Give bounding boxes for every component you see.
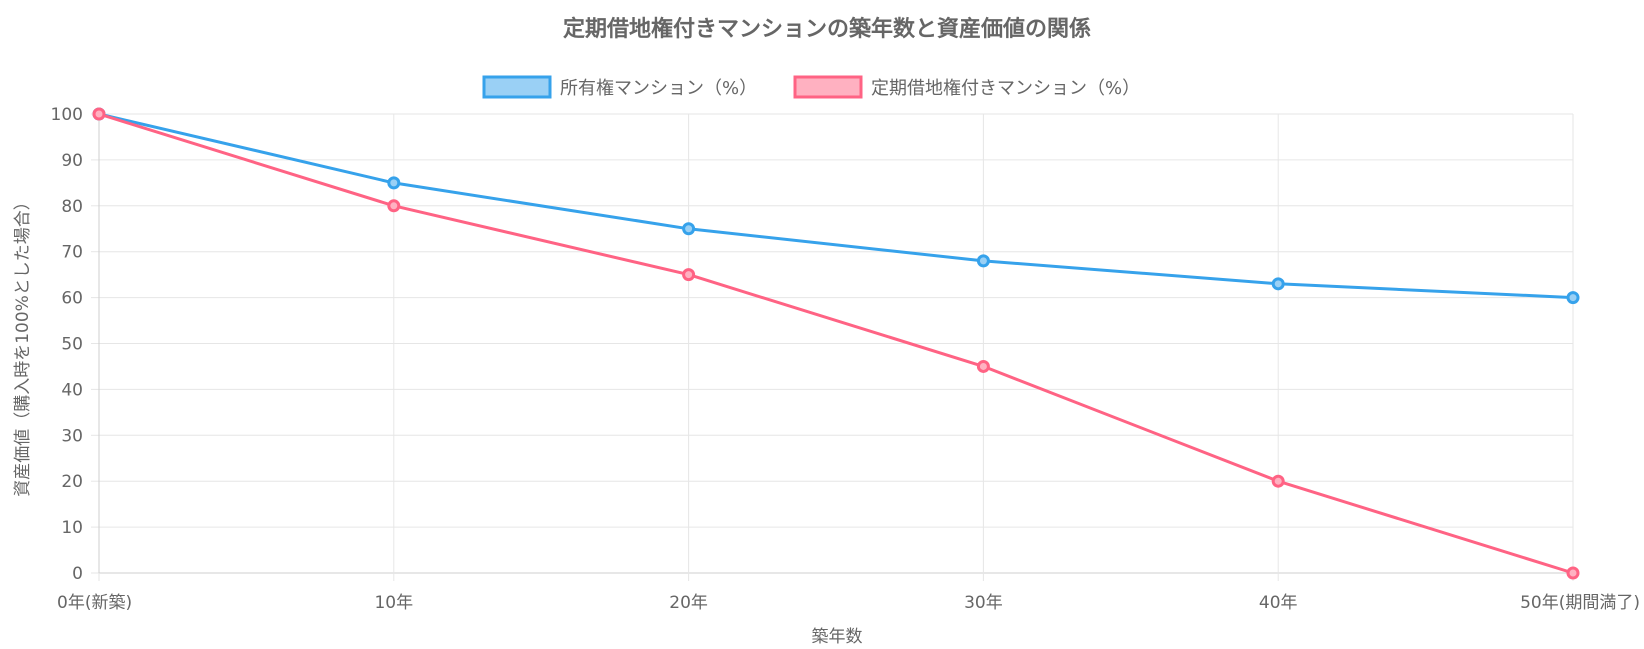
y-tick-label: 20 bbox=[61, 472, 83, 492]
y-tick-label: 10 bbox=[61, 518, 83, 538]
y-tick-label: 50 bbox=[61, 335, 83, 355]
legend-swatch-leasehold[interactable] bbox=[793, 75, 863, 99]
tick-labels: 0 10 20 30 40 50 60 70 80 90 100 0年(新築) 10年 20年 30年 40年… bbox=[51, 105, 1640, 613]
x-tick-label: 0年(新築) bbox=[57, 593, 132, 613]
chart-title: 定期借地権付きマンションの築年数と資産価値の関係 bbox=[563, 16, 1091, 42]
x-tick-label: 40年 bbox=[1259, 593, 1298, 613]
x-tick-label: 20年 bbox=[669, 593, 708, 613]
legend-label-owned[interactable]: 所有権マンション（%） bbox=[560, 78, 757, 99]
y-tick-label: 70 bbox=[61, 243, 83, 263]
y-tick-label: 100 bbox=[51, 105, 83, 125]
grid bbox=[91, 113, 1574, 581]
legend: 所有権マンション（%） 定期借地権付きマンション（%） bbox=[482, 75, 1140, 99]
data-point-series-1[interactable] bbox=[387, 199, 401, 213]
y-tick-label: 80 bbox=[61, 197, 83, 217]
y-tick-label: 30 bbox=[61, 426, 83, 446]
y-tick-label: 40 bbox=[61, 380, 83, 400]
legend-label-leasehold[interactable]: 定期借地権付きマンション（%） bbox=[871, 78, 1140, 99]
y-tick-label: 0 bbox=[72, 564, 83, 584]
legend-swatch-owned[interactable] bbox=[482, 75, 552, 99]
series-line-0 bbox=[97, 112, 1575, 300]
y-tick-label: 90 bbox=[61, 151, 83, 171]
data-point-series-1[interactable] bbox=[1566, 566, 1580, 580]
data-point-series-1[interactable] bbox=[976, 359, 990, 373]
series-line-1 bbox=[97, 112, 1575, 575]
y-tick-label: 60 bbox=[61, 289, 83, 309]
data-point-series-1[interactable] bbox=[682, 268, 696, 282]
data-point-series-0[interactable] bbox=[387, 176, 401, 190]
data-point-series-0[interactable] bbox=[976, 254, 990, 268]
x-tick-label: 50年(期間満了) bbox=[1520, 593, 1640, 613]
y-axis-title: 資産価値（購入時を100%とした場合） bbox=[13, 193, 33, 497]
data-point-series-0[interactable] bbox=[1271, 277, 1285, 291]
series-layer bbox=[92, 107, 1580, 580]
data-point-series-0[interactable] bbox=[1566, 291, 1580, 305]
data-point-series-1[interactable] bbox=[1271, 474, 1285, 488]
x-axis-title: 築年数 bbox=[812, 627, 863, 647]
data-point-series-0[interactable] bbox=[682, 222, 696, 236]
data-point-series-1[interactable] bbox=[92, 107, 106, 121]
x-tick-label: 30年 bbox=[964, 593, 1003, 613]
x-tick-label: 10年 bbox=[374, 593, 413, 613]
